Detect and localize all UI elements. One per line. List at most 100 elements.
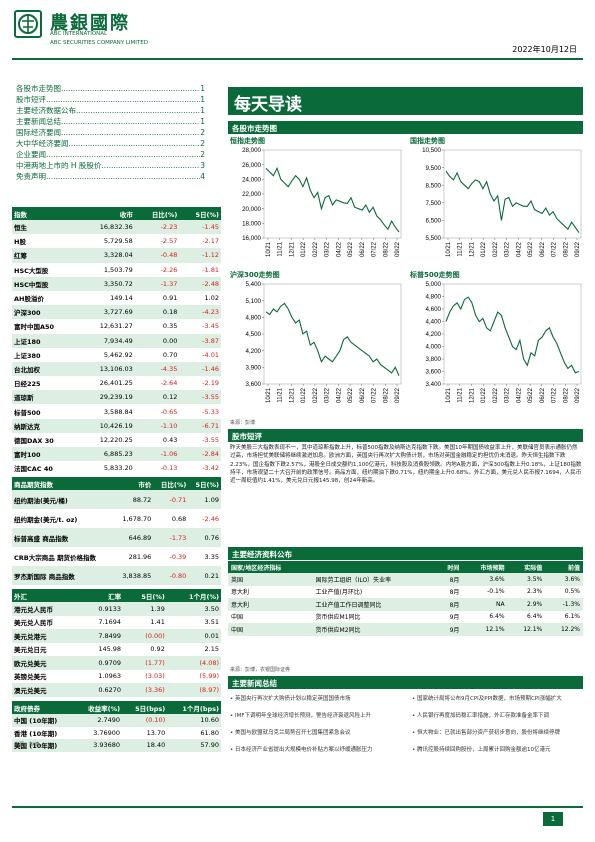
table-cell: -2.46 [202,514,219,523]
toc-item[interactable]: 大中华经济要闻.................................… [16,138,205,149]
table-row: 沪深300 3,727.69 0.18 -4.23 [12,305,221,320]
table-cell: 2.7490 [74,714,123,727]
table-cell: -3.87 [179,333,221,348]
table-cell: 1,503.79 [103,265,133,274]
toc-item-label: 免责声明 [16,172,46,181]
toc-item[interactable]: 主要新闻总结..................................… [16,116,205,127]
table-cell: (8.97) [166,683,221,697]
chart-title: 国指走势图 [410,137,445,145]
table-cell: 10,426.19 [78,418,135,433]
logo-icon [18,14,38,34]
table-row: 道琼斯 29,239.19 0.12 -3.55 [12,390,221,405]
table-cell: (0.00) [123,629,167,643]
table-cell: 3.6% [545,573,583,586]
toc-item[interactable]: 股市短评....................................… [16,94,205,105]
news-item: • 人民银行再度加码稳汇率措施，外汇存款准备金率下调 [412,713,549,719]
toc-item[interactable]: 国际经济要闻..................................… [16,127,205,138]
toc-item[interactable]: 中港两地上市的 H 股股价...........................… [16,160,205,171]
table-cell: 646.89 [114,528,154,547]
commentary-text: 昨天美股三大指数表现不一，其中道琼斯指数上升，标普500指数及纳斯达克指数下跌。… [230,445,582,485]
table-cell: 沪深300 [12,305,79,320]
table-cell: 富时中国A50 [14,323,55,332]
table-cell: 中国 (10年期) [12,714,75,727]
toc-item[interactable]: 企业要闻....................................… [16,149,205,160]
table-row: 红筹 3,328.04 -0.48 -1.12 [12,248,221,263]
table-cell: 0.35 [162,322,178,331]
market-index-table: 指数 收市 日比(%) 5日(%) 恒生 16,832.36 -2.23 -1.45 H股 5,7… [12,207,221,475]
table-row: 中国 货币供应M2同比 9月 12.1% 12.1% 12.2% [228,623,583,636]
x-tick-label: 02/22 [493,241,499,257]
table-cell: 2.9% [507,598,546,611]
table-row: 富时中国A50 12,631.27 0.35 -3.45 [12,319,221,333]
table-row: 纳斯达克 10,426.19 -1.10 -6.71 [12,418,221,433]
news-item: • 恒大物业：已就出售部分资产获初步意向，股份将继续停牌 [412,730,560,736]
x-tick-label: 10/21 [446,387,452,403]
y-tick-label: 4,600 [426,306,442,313]
x-tick-label: 09/22 [395,241,401,257]
table-cell: 88.72 [114,490,154,509]
table-row: 恒生 16,832.36 -2.23 -1.45 [12,220,221,235]
x-tick-label: 02/22 [313,387,319,403]
table-cell: 6.1% [564,613,580,621]
y-tick-label: 3,600 [426,369,442,376]
table-cell: 0.92 [150,645,165,654]
toc-item-label: 股市短评 [16,95,46,104]
table-row: AH股溢价 149.14 0.91 1.02 [12,291,221,305]
y-tick-label: 28,000 [242,147,261,154]
table-row: 上证180 7,934.49 0.00 -3.87 [12,333,221,348]
x-tick-label: 08/22 [383,387,389,403]
news-item: • 国家统计局将公布9月CPI及PPI数据，市场预期CPI涨幅扩大 [412,696,562,702]
toc-item[interactable]: 免责声明....................................… [16,171,205,182]
table-cell: 12,631.27 [99,322,133,331]
table-cell: 货币供应M2同比 [312,623,436,636]
x-tick-label: 04/22 [336,387,342,403]
table-cell: 57.90 [167,739,221,752]
column-header: 外汇 [12,589,81,602]
table-cell: 0.43 [162,435,178,444]
x-tick-label: 05/22 [348,387,354,403]
table-cell: 0.00 [134,333,180,348]
bond-table: 政府债券 收益率(%) 5日(bps) 1个月(bps) 中国 (10年期) 2.7490… [12,701,221,752]
toc-item[interactable]: 各股市走势图..................................… [16,83,205,94]
x-tick-label: 04/22 [516,241,522,257]
news-list-right: • 国家统计局将公布9月CPI及PPI数据，市场预期CPI涨幅扩大 • 人民银行再… [412,695,577,763]
table-cell: NA [462,598,508,611]
table-cell: 0.76 [188,528,221,547]
x-tick-label: 07/22 [552,387,558,403]
table-cell: 149.14 [110,294,133,303]
table-cell: 上证180 [12,333,79,348]
table-cell: -2.26 [160,265,178,274]
table-cell: -1.45 [179,220,221,235]
news-item: • 腾讯控股持续回购股份，上周累计回购金额逾10亿港元 [412,747,551,753]
logo-chinese-name: 農銀國際 [50,13,130,34]
y-tick-label: 5,000 [426,281,442,288]
column-header: 指数 [12,207,79,220]
table-cell: 恒生 [12,220,79,235]
x-tick-label: 03/22 [505,241,511,257]
table-row: 香港 (10年期) 3.76900 13.70 61.80 [12,727,221,740]
table-row: 标普500 3,588.84 -0.65 -5.33 [12,404,221,418]
column-header: 国家/地区经济指标 [228,561,313,573]
table-cell: (5.99) [199,672,219,681]
y-tick-label: 20,000 [242,206,261,213]
toc-leader-dots: ........................................… [46,95,201,104]
table-cell: -0.48 [134,248,180,263]
x-tick-label: 07/22 [372,387,378,403]
column-header: 收市 [78,207,135,220]
column-header: 商品期货指数 [12,477,115,490]
table-cell: 红筹 [12,248,79,263]
x-tick-label: 01/22 [481,241,487,257]
table-cell: 0.18 [134,305,180,320]
table-cell: 纽约期油(美元/桶) [12,490,115,509]
y-tick-label: 4,200 [426,331,442,338]
table-row: 美元兑人民币 7.1694 1.41 3.51 [12,616,221,630]
table-cell: 0.91 [162,294,178,303]
table-cell: 英镑兑美元 [14,673,47,682]
y-tick-label: 16,000 [242,235,261,242]
table-row: 罗杰斯国际 商品指数 3,838.85 -0.80 0.21 [12,566,221,585]
toc-item-page: 1 [200,106,205,115]
table-cell: 英国 [228,573,313,586]
toc-item[interactable]: 主要经济数据公布................................… [16,105,205,116]
y-tick-label: 24,000 [242,177,261,184]
table-cell: -1.73 [153,528,189,547]
